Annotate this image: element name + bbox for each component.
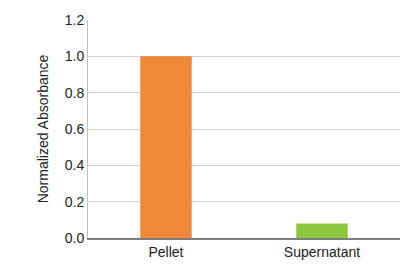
svg-text:Normalized Absorbance: Normalized Absorbance [35,54,51,203]
svg-text:0.2: 0.2 [65,194,85,210]
svg-text:1.0: 1.0 [65,48,85,64]
svg-text:Pellet: Pellet [148,244,183,260]
svg-text:0.6: 0.6 [65,121,85,137]
svg-text:0.4: 0.4 [65,157,85,173]
svg-text:1.2: 1.2 [65,12,85,28]
svg-text:Supernatant: Supernatant [284,244,360,260]
svg-text:0.0: 0.0 [65,230,85,246]
svg-text:0.8: 0.8 [65,85,85,101]
